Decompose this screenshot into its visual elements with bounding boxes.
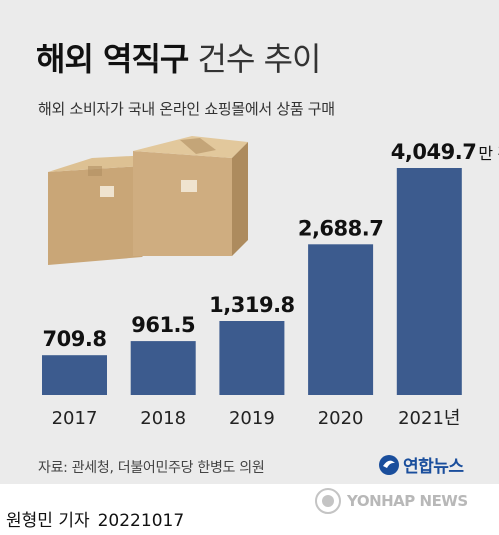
category-label-2018: 2018 <box>140 408 186 429</box>
unit-suffix: 만 건 <box>478 144 499 163</box>
yonhap-watermark-icon <box>315 488 341 514</box>
category-label-2017: 2017 <box>52 408 98 429</box>
infographic-card: 해외 역직구 건수 추이 해외 소비자가 국내 온라인 쇼핑몰에서 상품 구매 … <box>0 0 499 484</box>
chart-subtitle: 해외 소비자가 국내 온라인 쇼핑몰에서 상품 구매 <box>38 100 335 118</box>
bar-2020 <box>308 244 374 395</box>
yonhap-logo: 연합뉴스 <box>378 452 464 477</box>
cardboard-boxes-illustration <box>48 136 248 265</box>
value-label-2020: 2,688.7 <box>298 216 384 240</box>
author-name: 원형민 기자 <box>6 511 90 531</box>
title-bold: 해외 역직구 <box>36 40 189 78</box>
chart-title: 해외 역직구 건수 추이 <box>36 34 322 80</box>
category-label-2019: 2019 <box>229 408 275 429</box>
value-label-2021: 4,049.7만 건 <box>391 140 499 164</box>
watermark-text: YONHAP NEWS <box>347 492 468 510</box>
source-note: 자료: 관세청, 더불어민주당 한병도 의원 <box>38 460 265 476</box>
yonhap-logo-text: 연합뉴스 <box>403 457 464 477</box>
category-label-2021: 2021년 <box>398 408 460 429</box>
bar-2018 <box>130 341 196 395</box>
value-label-2017: 709.8 <box>43 327 107 351</box>
yonhap-watermark: YONHAP NEWS <box>315 488 468 514</box>
bar-2021 <box>396 168 462 395</box>
bar-2019 <box>219 321 285 395</box>
byline: 원형민 기자 20221017 <box>6 506 184 531</box>
value-label-2018: 961.5 <box>131 313 195 337</box>
yonhap-logo-icon <box>379 454 399 475</box>
category-label-2020: 2020 <box>318 408 364 429</box>
bar-chart: 709.8 961.5 1,319.8 2,688.7 4,049.7만 건 2017 2… <box>42 136 499 429</box>
title-light: 건수 추이 <box>197 40 322 78</box>
bar-2017 <box>42 355 107 395</box>
value-label-2019: 1,319.8 <box>209 293 295 317</box>
publish-date: 20221017 <box>97 511 185 531</box>
